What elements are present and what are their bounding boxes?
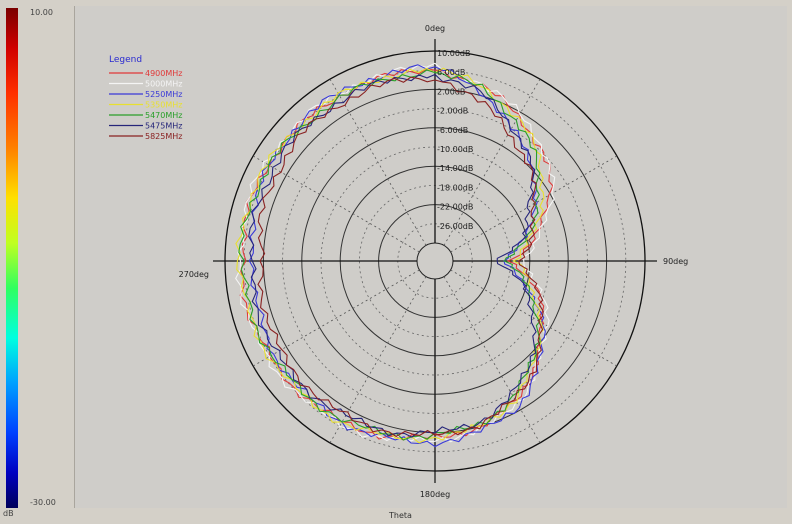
legend-entry-5825MHz: 5825MHz (145, 132, 182, 141)
series-line-5825MHz (257, 76, 544, 438)
angle-label-180: 180deg (420, 490, 450, 499)
radial-tick-label: -26.00dB (437, 222, 473, 231)
colorbar-unit-label: dB (3, 509, 14, 518)
colorbar-min-label: -30.00 (30, 498, 56, 507)
series-line-5000MHz (235, 62, 556, 443)
colorbar-gradient (6, 8, 18, 508)
series-lines (235, 62, 556, 448)
radial-tick-label: -2.00dB (437, 107, 468, 116)
radial-tick-label: -10.00dB (437, 145, 473, 154)
radial-tick-label: -18.00dB (437, 183, 473, 192)
angle-label-90: 90deg (663, 257, 688, 266)
colorbar-max-label: 10.00 (30, 8, 53, 17)
polar-grid-spoke (450, 155, 618, 253)
bottom-axis: Theta (0, 511, 792, 524)
radial-tick-label: 10.00dB (437, 49, 470, 58)
legend-entry-5470MHz: 5470MHz (145, 111, 182, 120)
polar-grid (213, 39, 657, 483)
polar-grid-spoke (443, 78, 541, 246)
radial-tick-label: 6.00dB (437, 68, 465, 77)
legend-entry-5350MHz: 5350MHz (145, 101, 182, 110)
polar-inner-ring (416, 242, 454, 280)
plot-area: 10.00dB 6.00dB 2.00dB -2.00dB -6.00dB -10.00d… (74, 6, 787, 508)
x-axis-label: Theta (389, 511, 412, 520)
polar-grid-spoke (450, 269, 618, 367)
polar-chart: 10.00dB 6.00dB 2.00dB -2.00dB -6.00dB -10.00d… (109, 24, 689, 499)
axis-labels: 10.00dB 6.00dB 2.00dB -2.00dB -6.00dB -10.00d… (179, 24, 689, 499)
polar-grid-spoke (329, 78, 427, 246)
radial-tick-label: -6.00dB (437, 126, 468, 135)
legend-entry-5000MHz: 5000MHz (145, 80, 182, 89)
polar-grid-spoke (252, 155, 420, 253)
angle-label-270: 270deg (179, 270, 209, 279)
series-line-5475MHz (248, 73, 537, 438)
radial-tick-label: -14.00dB (437, 164, 473, 173)
radial-tick-label: -22.00dB (437, 203, 473, 212)
polar-grid-spoke (443, 276, 541, 444)
legend-entry-5250MHz: 5250MHz (145, 90, 182, 99)
polar-grid-spoke (252, 269, 420, 367)
legend-entry-5475MHz: 5475MHz (145, 122, 182, 131)
polar-grid-spoke (329, 276, 427, 444)
radial-tick-label: 2.00dB (437, 87, 465, 96)
legend-title: Legend (109, 55, 142, 65)
legend-entry-4900MHz: 4900MHz (145, 69, 182, 78)
colorbar-panel: 10.00 -30.00 dB (0, 0, 70, 518)
angle-label-0: 0deg (425, 24, 445, 33)
